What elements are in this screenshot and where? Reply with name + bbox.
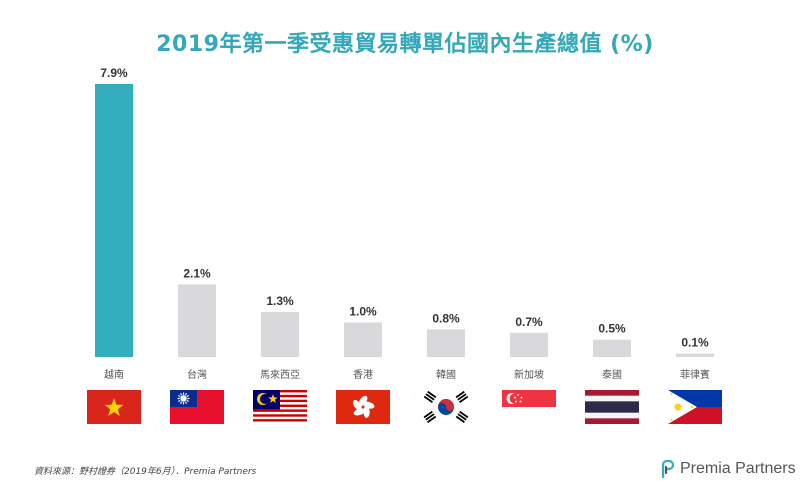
flags-group bbox=[87, 390, 722, 425]
category-label: 新加坡 bbox=[514, 368, 544, 381]
taiwan-flag-icon bbox=[170, 390, 224, 424]
category-label: 菲律賓 bbox=[680, 368, 710, 381]
bar-4 bbox=[427, 329, 465, 357]
category-label: 韓國 bbox=[436, 369, 456, 381]
premia-logo-icon bbox=[661, 460, 675, 478]
bar-2 bbox=[261, 312, 299, 357]
bar-3 bbox=[344, 322, 382, 357]
south-korea-flag-icon bbox=[419, 390, 473, 424]
category-label: 台灣 bbox=[187, 368, 207, 381]
bar-5 bbox=[510, 332, 548, 357]
bar-chart: 7.9% 越南 2.1% 台灣 1.3% 馬來西亞 1.0% 香港 0.8% 韓國 0.7% 新加坡 0… bbox=[87, 66, 722, 425]
vietnam-flag-icon bbox=[87, 390, 141, 424]
bar-value-label: 0.7% bbox=[515, 315, 543, 329]
bar-0 bbox=[95, 84, 133, 357]
bar-value-label: 7.9% bbox=[100, 66, 128, 80]
category-label: 泰國 bbox=[602, 368, 622, 381]
bar-value-label: 0.8% bbox=[432, 311, 460, 325]
bar-value-label: 1.3% bbox=[266, 294, 294, 308]
chart-title: 2019年第一季受惠貿易轉單佔國內生產總值 (%) bbox=[156, 32, 654, 57]
bar-1 bbox=[178, 284, 216, 357]
bar-value-label: 2.1% bbox=[183, 266, 211, 280]
thailand-flag-icon bbox=[585, 390, 639, 424]
hong-kong-flag-icon bbox=[336, 390, 390, 424]
bar-6 bbox=[593, 339, 631, 357]
logo-text: Premia Partners bbox=[680, 460, 796, 477]
bar-value-label: 0.1% bbox=[681, 336, 709, 350]
bar-value-label: 0.5% bbox=[598, 322, 626, 336]
bar-value-label: 1.0% bbox=[349, 304, 377, 318]
premia-partners-logo: Premia Partners bbox=[660, 460, 796, 478]
malaysia-flag-icon bbox=[253, 390, 307, 425]
source-note: 資料來源：野村證券（2019年6月）．Premia Partners bbox=[34, 467, 257, 477]
philippines-flag-icon bbox=[668, 390, 722, 424]
category-label: 越南 bbox=[104, 368, 124, 381]
bar-7 bbox=[676, 353, 714, 357]
singapore-flag-icon bbox=[502, 390, 556, 424]
bars-group: 7.9% 越南 2.1% 台灣 1.3% 馬來西亞 1.0% 香港 0.8% 韓國 0.7% 新加坡 0… bbox=[95, 66, 714, 381]
category-label: 馬來西亞 bbox=[260, 369, 300, 381]
category-label: 香港 bbox=[353, 369, 373, 381]
